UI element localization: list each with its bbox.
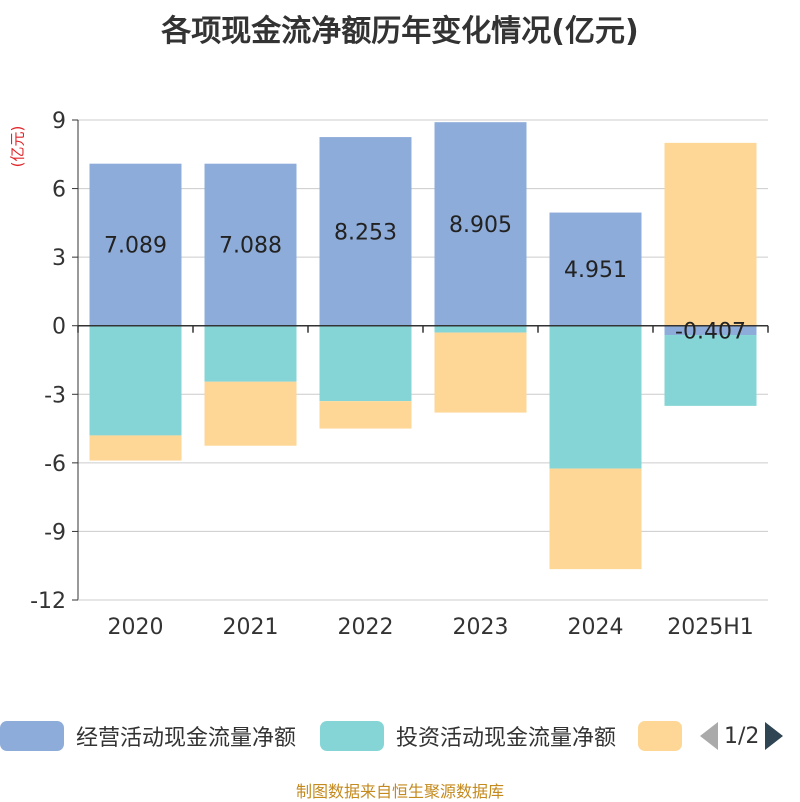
x-tick-label-2020: 2020 [108, 615, 164, 640]
pager-page-text: 1/2 [724, 723, 760, 749]
legend-item-investing[interactable]: 投资活动现金流量净额 [320, 716, 616, 756]
bar-chart: 9 6 3 0 -3 -6 -9 -12 7.089 7.088 8.253 8.905 4.951 -0… [30, 109, 769, 640]
data-label-2023: 8.905 [449, 213, 512, 238]
data-label-2022: 8.253 [334, 220, 397, 245]
bar-2-2020 [89, 325, 182, 436]
pager-next-icon[interactable] [765, 722, 784, 750]
legend-swatch-operating [0, 721, 64, 751]
x-tick-label-2021: 2021 [223, 615, 279, 640]
bar-1-2023 [434, 122, 527, 326]
x-tick-label-2022: 2022 [338, 615, 394, 640]
chart-title: 各项现金流净额历年变化情况(亿元) [161, 14, 639, 49]
bar-2-2024 [549, 325, 642, 469]
data-source-note: 制图数据来自恒生聚源数据库 [295, 782, 504, 801]
bar-3-2022 [319, 401, 412, 429]
x-tick-label-2023: 2023 [453, 615, 509, 640]
y-tick-label: -6 [44, 452, 66, 477]
bar-1-2022 [319, 137, 412, 326]
legend-pager: 1/2 [700, 716, 800, 756]
bar-1-2020 [89, 163, 182, 326]
bar-3-2025H1 [664, 142, 757, 326]
pager-prev-icon[interactable] [700, 722, 718, 750]
x-tick-label-2025H1: 2025H1 [667, 615, 754, 640]
bar-2-2021 [204, 325, 297, 382]
bar-3-2020 [89, 435, 182, 461]
y-tick-label: -12 [30, 589, 66, 614]
bar-1-2025H1 [664, 325, 757, 336]
y-tick-label: 3 [52, 246, 66, 271]
bar-3-2021 [204, 381, 297, 446]
legend-item-operating[interactable]: 经营活动现金流量净额 [0, 716, 296, 756]
y-tick-label: 0 [52, 315, 66, 340]
bar-1-2024 [549, 212, 642, 326]
legend-swatch-investing [320, 721, 384, 751]
y-tick-label: 9 [52, 109, 66, 134]
bar-1-2021 [204, 163, 297, 326]
data-label-2020: 7.089 [104, 234, 167, 259]
bar-2-2023 [434, 325, 527, 333]
data-label-2024: 4.951 [564, 258, 627, 283]
data-label-2025H1: -0.407 [675, 319, 746, 344]
legend-label-operating: 经营活动现金流量净额 [76, 726, 297, 751]
bar-2-2025H1 [664, 335, 757, 406]
legend-label-investing: 投资活动现金流量净额 [396, 726, 617, 751]
data-label-2021: 7.088 [219, 234, 282, 259]
x-tick-label-2024: 2024 [568, 615, 624, 640]
bar-2-2022 [319, 325, 412, 402]
y-tick-label: -3 [44, 383, 66, 408]
bar-3-2024 [549, 468, 642, 570]
y-tick-label: -9 [44, 520, 66, 545]
legend-item-financing[interactable] [638, 716, 682, 756]
bar-3-2023 [434, 332, 527, 413]
legend: 经营活动现金流量净额 投资活动现金流量净额 [0, 716, 800, 756]
legend-swatch-financing [638, 721, 682, 751]
y-tick-label: 6 [52, 178, 66, 203]
